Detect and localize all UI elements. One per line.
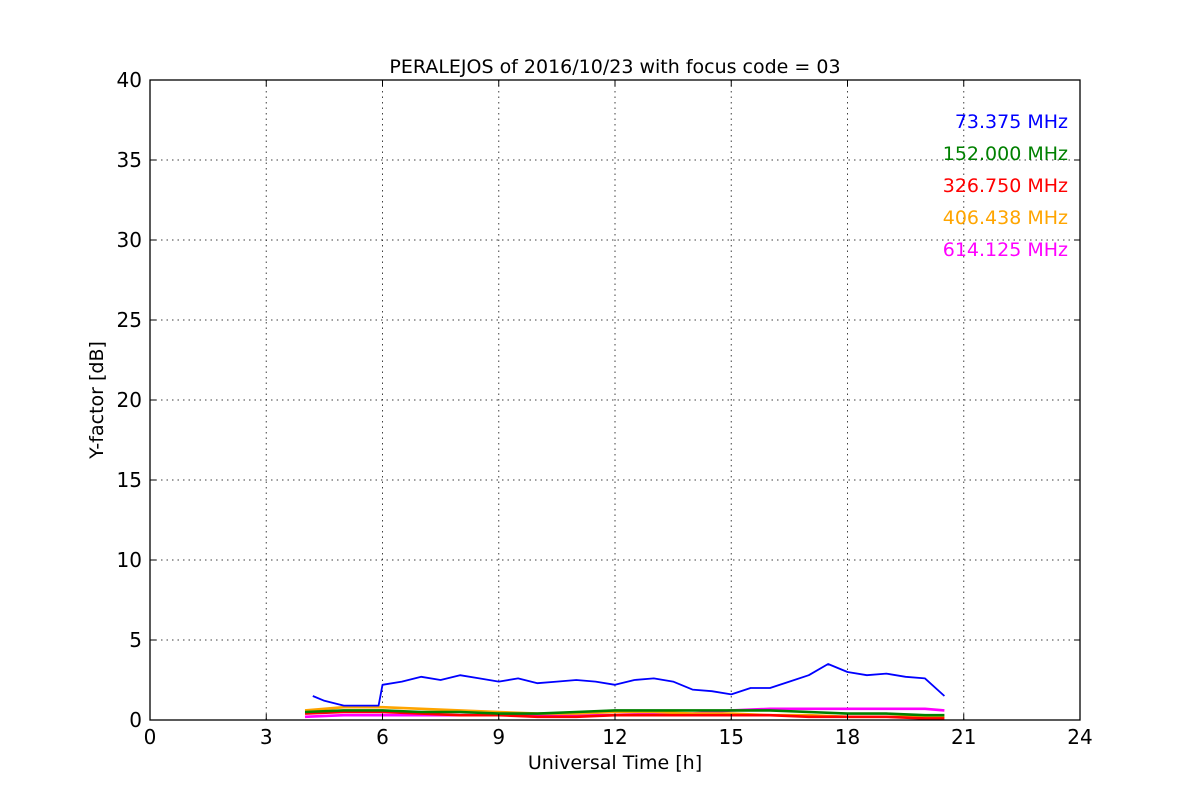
series-line-2 <box>304 710 945 720</box>
y-tick-label: 20 <box>117 388 142 412</box>
series-layer <box>304 663 946 720</box>
legend-entry-1: 152.000 MHz <box>943 143 1068 165</box>
x-tick-label: 0 <box>144 725 157 749</box>
y-axis-label: Y-factor [dB] <box>86 341 108 460</box>
x-tick-label: 12 <box>602 725 627 749</box>
legend-entry-4: 614.125 MHz <box>943 239 1068 261</box>
x-axis-label: Universal Time [h] <box>528 752 702 774</box>
series-line-0 <box>312 663 946 707</box>
x-tick-label: 21 <box>951 725 976 749</box>
y-tick-label: 10 <box>117 548 142 572</box>
x-tick-label: 24 <box>1067 725 1092 749</box>
y-tick-label: 25 <box>117 308 142 332</box>
y-tick-label: 40 <box>117 68 142 92</box>
x-tick-label: 9 <box>492 725 505 749</box>
grid-layer <box>150 80 1080 720</box>
y-tick-label: 5 <box>129 628 142 652</box>
y-tick-label: 15 <box>117 468 142 492</box>
x-tick-label: 6 <box>376 725 389 749</box>
x-tick-label: 15 <box>719 725 744 749</box>
x-tick-label: 18 <box>835 725 860 749</box>
x-tick-label: 3 <box>260 725 273 749</box>
y-tick-label: 30 <box>117 228 142 252</box>
legend-entry-3: 406.438 MHz <box>943 207 1068 229</box>
y-tick-label: 35 <box>117 148 142 172</box>
series-line-1 <box>304 709 945 717</box>
legend-entry-0: 73.375 MHz <box>955 111 1068 133</box>
y-tick-label: 0 <box>129 708 142 732</box>
legend: 73.375 MHz 152.000 MHz 326.750 MHz 406.438 … <box>943 111 1068 261</box>
legend-entry-2: 326.750 MHz <box>943 175 1068 197</box>
chart-title: PERALEJOS of 2016/10/23 with focus code … <box>389 56 840 78</box>
tick-layer: 0 3 6 9 12 15 18 21 24 0 5 10 15 20 25 30 35 40 <box>117 68 1093 749</box>
